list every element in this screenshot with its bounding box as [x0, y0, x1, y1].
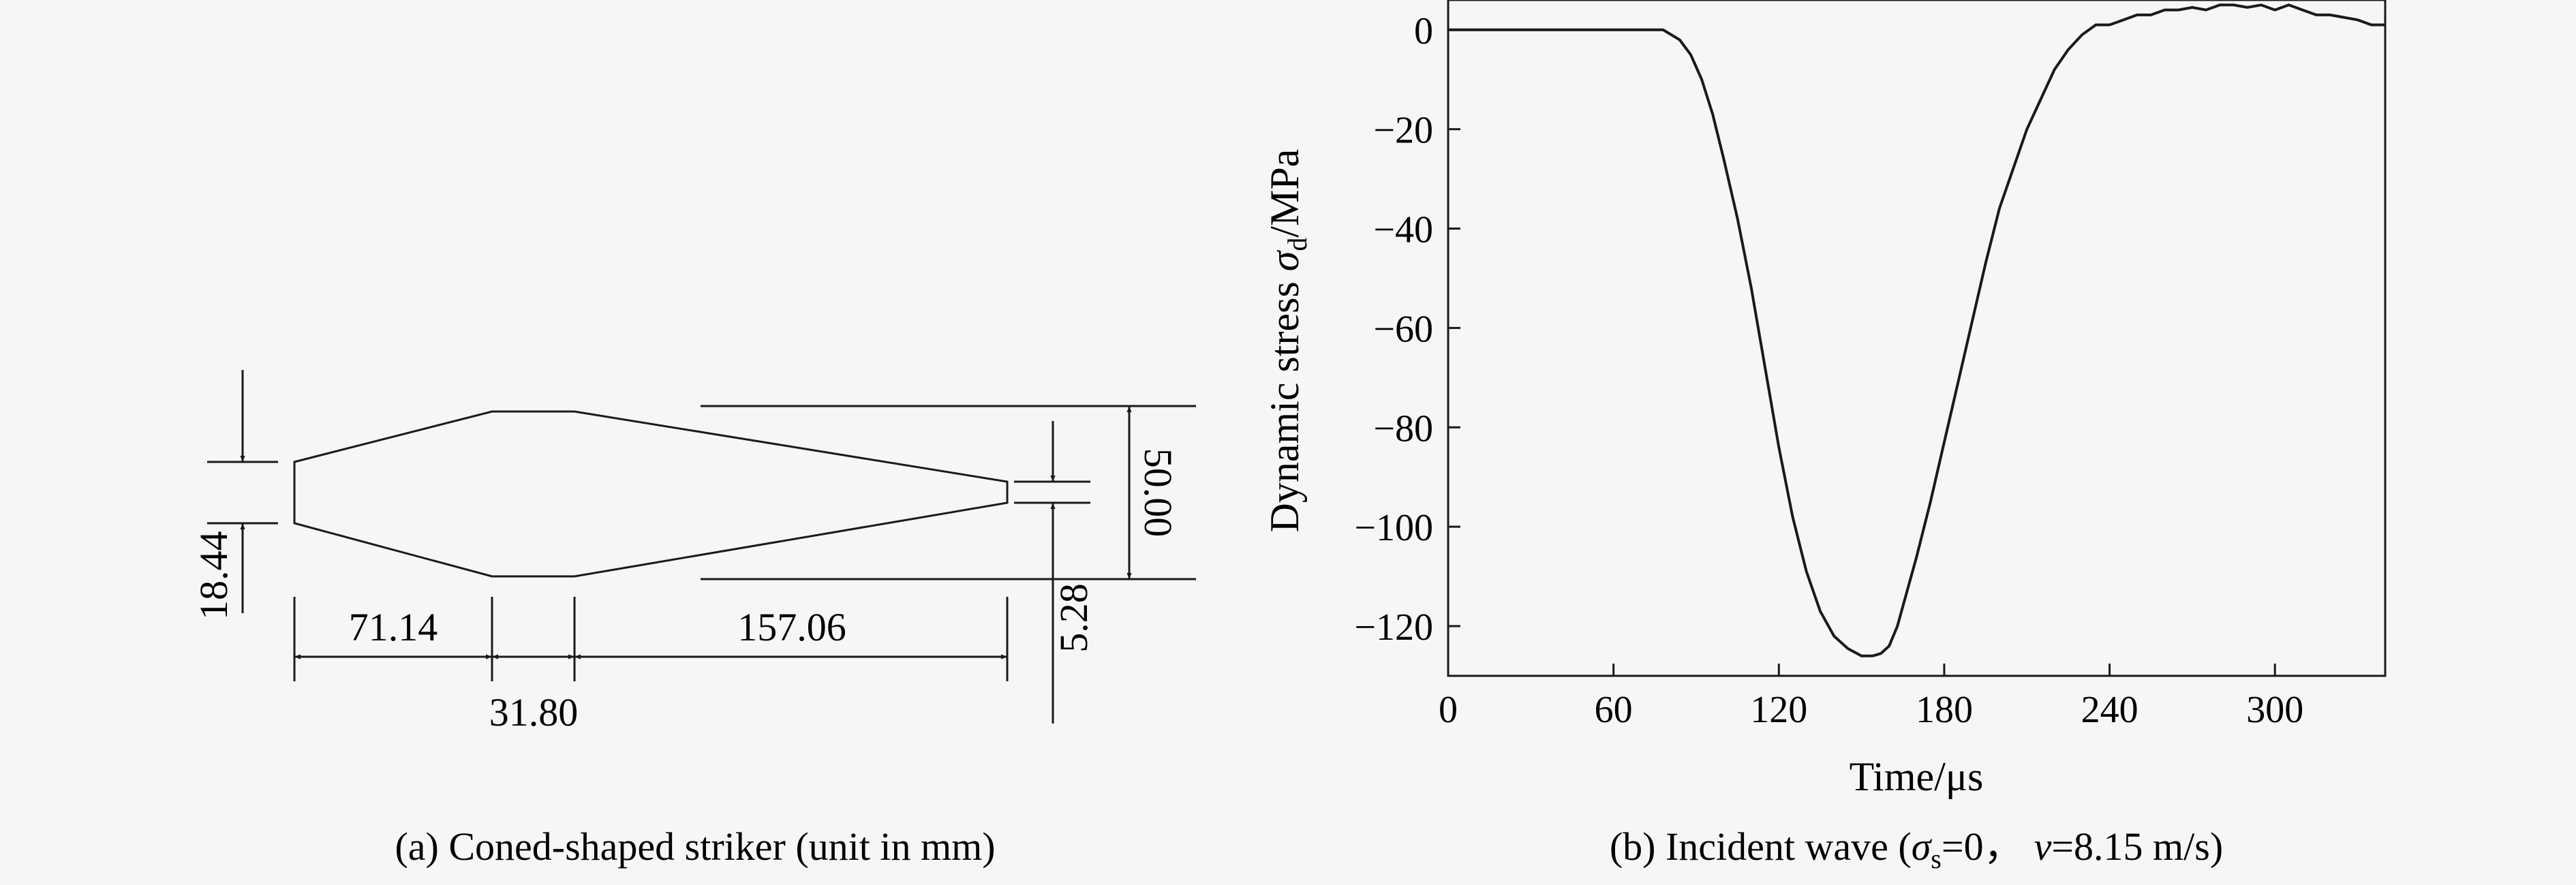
x-tick-label: 300 [2246, 689, 2303, 731]
y-axis-title-prefix: Dynamic stress [1262, 271, 1307, 532]
y-axis-title-sub: d [1282, 238, 1313, 251]
y-tick-label: 0 [1414, 10, 1433, 52]
x-axis-title: Time/μs [1850, 754, 1984, 799]
y-axis-title-suffix: /MPa [1262, 149, 1307, 238]
incident-wave-chart: 0 60 120 180 240 300 0 −20 −40 −60 −80 −100 −120 Ti… [1262, 0, 2387, 799]
y-tick-label: −60 [1373, 308, 1433, 350]
y-tick-label: −20 [1373, 110, 1433, 152]
x-ticks: 0 60 120 180 240 300 [1439, 664, 2303, 731]
x-tick-label: 120 [1750, 689, 1807, 731]
y-tick-label: −40 [1373, 209, 1433, 251]
dim-label-cone-right: 157.06 [737, 605, 846, 649]
x-tick-label: 240 [2081, 689, 2138, 731]
plot-frame [1447, 0, 2387, 677]
striker-drawing [207, 370, 1196, 724]
dim-label-max-diameter: 50.00 [1136, 448, 1180, 538]
panel-b-caption-suffix: =8.15 m/s) [2051, 824, 2223, 869]
panel-b-caption-prefix: (b) Incident wave ( [1610, 824, 1912, 869]
y-ticks: 0 −20 −40 −60 −80 −100 −120 [1354, 10, 1460, 649]
panel-b-caption-v: v [2034, 824, 2052, 869]
y-tick-label: −120 [1354, 606, 1433, 649]
panel-b-caption-mid: =0， [1942, 824, 2023, 869]
dim-label-cone-left: 71.14 [349, 605, 438, 649]
x-tick-label: 180 [1916, 689, 1973, 731]
panel-b-caption-sigma: σ [1912, 824, 1933, 869]
striker-outline [293, 410, 1009, 578]
panel-b-caption-sub: s [1931, 843, 1942, 874]
dim-label-cylinder: 31.80 [489, 690, 579, 734]
dim-label-left-diameter: 18.44 [191, 531, 236, 621]
dim-label-right-diameter: 5.28 [1052, 583, 1096, 653]
y-axis-title: Dynamic stress σd/MPa [1262, 149, 1313, 533]
series-line [1448, 3, 2385, 657]
x-tick-label: 60 [1595, 689, 1633, 731]
y-tick-label: −80 [1373, 407, 1433, 450]
panel-a-caption: (a) Coned-shaped striker (unit in mm) [395, 824, 995, 869]
panel-b-caption: (b) Incident wave (σs=0， v=8.15 m/s) [1610, 824, 2223, 874]
x-tick-label: 0 [1439, 689, 1458, 731]
y-axis-title-sigma: σ [1262, 249, 1307, 271]
y-tick-label: −100 [1354, 507, 1433, 549]
